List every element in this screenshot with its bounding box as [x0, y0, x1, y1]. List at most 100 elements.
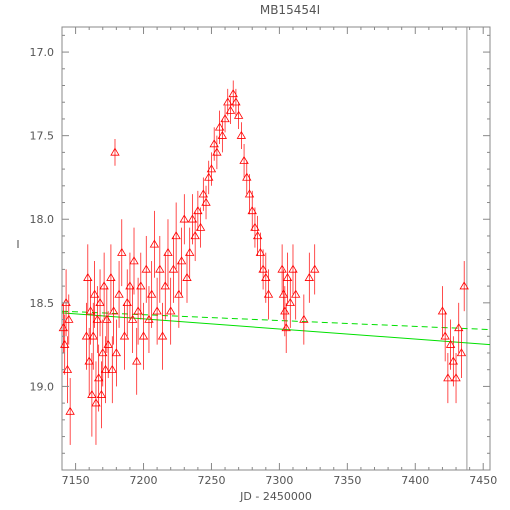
- data-point: [110, 139, 120, 166]
- triangle-marker: [263, 289, 274, 298]
- triangle-marker: [310, 264, 320, 273]
- data-point: [89, 261, 100, 328]
- triangle-marker: [204, 172, 214, 181]
- data-point: [58, 302, 69, 353]
- data-point: [95, 269, 105, 337]
- chart-title: MB15454I: [260, 3, 320, 17]
- triangle-marker: [285, 298, 295, 307]
- data-point: [280, 286, 290, 337]
- data-point: [146, 261, 157, 328]
- data-point: [176, 227, 187, 295]
- triangle-marker: [163, 247, 173, 256]
- triangle-marker: [122, 298, 132, 307]
- data-point: [85, 277, 96, 345]
- data-point: [304, 252, 314, 303]
- data-point: [204, 160, 214, 195]
- triangle-marker: [209, 139, 219, 148]
- y-tick-label: 18.5: [30, 297, 55, 310]
- triangle-marker: [87, 389, 97, 398]
- data-point: [141, 235, 151, 303]
- data-point: [138, 302, 149, 370]
- data-point: [217, 118, 228, 153]
- data-point: [102, 286, 112, 353]
- data-point: [119, 302, 130, 370]
- data-point: [107, 336, 117, 404]
- triangle-marker: [280, 306, 290, 315]
- data-point: [174, 261, 184, 328]
- triangle-marker: [84, 356, 94, 365]
- triangle-marker: [440, 331, 450, 340]
- data-point: [310, 244, 320, 295]
- data-point: [136, 252, 146, 320]
- data-point: [288, 244, 298, 295]
- data-point: [193, 190, 203, 231]
- y-axis-ticks: 17.0 17.5 18.0 18.5 19.0: [30, 34, 490, 454]
- triangle-marker: [223, 97, 233, 106]
- data-point: [220, 105, 230, 133]
- triangle-marker: [282, 272, 293, 281]
- triangle-marker: [138, 331, 149, 340]
- data-point: [91, 361, 101, 445]
- triangle-marker: [114, 289, 124, 298]
- data-point: [157, 302, 168, 370]
- triangle-marker: [277, 264, 287, 273]
- data-point: [171, 202, 181, 270]
- triangle-marker: [168, 264, 179, 273]
- triangle-marker: [454, 323, 464, 332]
- triangle-marker: [228, 89, 238, 98]
- data-point: [165, 277, 176, 345]
- triangle-marker: [58, 323, 69, 332]
- triangle-marker: [125, 281, 135, 290]
- data-point: [236, 122, 247, 150]
- data-point: [149, 210, 160, 278]
- triangle-marker: [252, 231, 263, 240]
- triangle-marker: [61, 298, 71, 307]
- x-axis-ticks: 7150 7200 7250 7300 7350 7400 7450: [62, 27, 497, 487]
- triangle-marker: [239, 155, 249, 164]
- y-tick-label: 17.5: [30, 130, 55, 143]
- triangle-marker: [247, 206, 257, 215]
- plot-frame: [61, 26, 491, 471]
- triangle-marker: [98, 348, 108, 357]
- data-point: [440, 311, 450, 362]
- data-point: [152, 277, 162, 345]
- triangle-marker: [190, 231, 200, 240]
- data-point: [255, 232, 266, 273]
- data-point: [281, 302, 291, 353]
- triangle-marker: [250, 222, 260, 231]
- triangle-marker: [127, 314, 138, 323]
- data-point: [244, 174, 255, 215]
- triangle-marker: [129, 256, 139, 265]
- fit-line-dashed: [61, 310, 491, 331]
- data-point: [456, 327, 467, 379]
- triangle-marker: [174, 289, 184, 298]
- data-point: [168, 235, 179, 303]
- triangle-marker: [157, 331, 168, 340]
- data-point: [185, 227, 195, 278]
- data-point: [206, 152, 217, 186]
- triangle-marker: [281, 323, 291, 332]
- triangle-marker: [141, 264, 151, 273]
- triangle-marker: [160, 281, 170, 290]
- data-point: [99, 252, 109, 320]
- data-point: [242, 160, 252, 195]
- triangle-marker: [198, 189, 209, 198]
- triangle-marker: [217, 130, 228, 139]
- triangle-marker: [214, 122, 225, 131]
- triangle-marker: [111, 348, 122, 357]
- data-point: [117, 219, 127, 287]
- data-point: [225, 97, 236, 124]
- triangle-marker: [95, 298, 105, 307]
- triangle-marker: [231, 97, 241, 106]
- triangle-marker: [146, 289, 157, 298]
- triangle-marker: [244, 189, 255, 198]
- data-point: [179, 194, 189, 245]
- data-point: [285, 277, 295, 328]
- x-axis-title: JD - 2450000: [239, 490, 312, 503]
- triangle-marker: [299, 314, 309, 323]
- data-point: [122, 269, 132, 337]
- triangle-marker: [201, 197, 211, 206]
- triangle-marker: [258, 264, 268, 273]
- triangle-marker: [261, 272, 271, 281]
- triangle-marker: [91, 398, 101, 407]
